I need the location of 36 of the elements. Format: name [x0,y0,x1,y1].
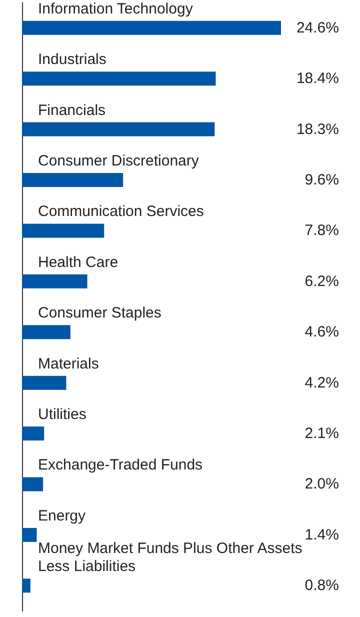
y-tick-label: Information Technology [38,0,194,18]
y-tick-label: Financials [38,102,106,119]
data-label: 18.4% [296,70,339,88]
bar [22,578,30,593]
y-tick-label: Money Market Funds Plus Other Assets Less Liabilities [38,540,306,576]
bar [22,477,44,492]
bar [22,20,281,35]
y-tick-label: Consumer Discretionary [38,152,200,170]
y-tick-label: Energy [38,507,86,524]
bar [22,72,216,86]
data-label: 4.2% [304,374,339,392]
y-tick-label: Materials [38,355,99,372]
y-tick-label: Utilities [38,406,86,424]
y-tick-label: Consumer Staples [38,304,162,322]
data-label: 4.6% [304,324,339,341]
data-label: 24.6% [296,19,339,36]
data-label: 1.4% [304,526,339,544]
data-label: 2.1% [304,425,339,442]
bar [22,274,88,288]
y-tick-label: Health Care [38,254,118,271]
data-label: 0.8% [304,577,339,594]
bar [22,426,44,441]
data-label: 2.0% [304,476,339,493]
data-label: 6.2% [304,272,339,290]
y-tick-label: Communication Services [38,203,204,220]
data-label: 9.6% [304,172,339,189]
bar [22,173,124,188]
y-tick-label: Exchange-Traded Funds [38,456,203,474]
data-label: 18.3% [296,120,339,138]
bar [22,528,37,542]
bar [22,376,66,390]
bar [22,122,215,136]
bar [22,224,104,238]
y-tick-label: Industrials [38,51,106,68]
bar [22,325,70,340]
data-label: 7.8% [304,222,339,240]
